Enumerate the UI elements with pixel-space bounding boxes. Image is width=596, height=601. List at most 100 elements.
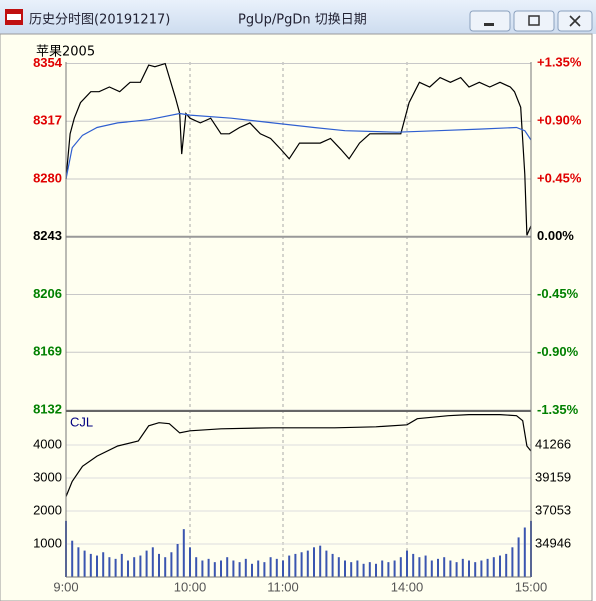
y2-tick-label: 39159 <box>535 469 571 484</box>
volume-bar <box>325 550 328 577</box>
line <box>65 112 532 180</box>
volume-bar <box>406 550 408 577</box>
volume-bar <box>182 529 185 577</box>
y-tick-label: 4000 <box>33 436 62 451</box>
volume-title: CJL <box>70 414 93 429</box>
volume-bar <box>455 562 458 577</box>
x-tick-label: 15:00 <box>515 579 548 594</box>
volume-bar <box>486 558 489 577</box>
volume-bar <box>139 555 142 577</box>
volume-bar <box>108 557 111 577</box>
volume-bar <box>213 562 216 577</box>
y2-tick-label: 34946 <box>535 535 571 550</box>
volume-bar <box>492 557 495 577</box>
y2-tick-label: -0.90% <box>537 344 579 359</box>
y2-tick-label: 0.00% <box>537 228 574 243</box>
y-tick-label: 2000 <box>33 502 62 517</box>
y-tick-label: 8280 <box>33 170 62 185</box>
volume-bar <box>523 527 526 577</box>
y2-tick-label: 37053 <box>535 502 571 517</box>
y-tick-label: 8317 <box>33 113 62 128</box>
y-tick-label: 3000 <box>33 469 62 484</box>
volume-bar <box>430 560 433 577</box>
volume-bar <box>120 553 123 577</box>
volume-bar <box>151 547 154 577</box>
volume-bar <box>89 553 92 577</box>
volume-bar <box>158 553 160 577</box>
volume-bar <box>114 558 117 577</box>
volume-bar <box>232 560 235 577</box>
y-tick-label: 8206 <box>33 286 62 301</box>
volume-bar <box>127 560 129 577</box>
volume-bar <box>244 558 247 577</box>
x-tick-label: 9:00 <box>53 579 78 594</box>
y2-tick-label: +0.45% <box>537 170 582 185</box>
volume-bar <box>133 557 136 577</box>
volume-bar <box>437 558 439 577</box>
volume-bar <box>83 550 86 577</box>
volume-bar <box>102 552 105 577</box>
x-tick-label: 14:00 <box>391 579 424 594</box>
volume-bar <box>257 560 260 577</box>
volume-bar <box>207 558 210 577</box>
volume-bar <box>399 557 402 577</box>
volume-bar <box>480 560 483 577</box>
volume-bar <box>96 555 98 577</box>
volume-bar <box>71 540 74 577</box>
volume-bar <box>468 560 470 577</box>
x-tick-label: 11:00 <box>267 579 299 594</box>
volume-bar <box>356 560 359 577</box>
volume-bar <box>201 560 204 577</box>
app-icon-band <box>7 14 21 20</box>
volume-bar <box>170 552 173 577</box>
volume-bar <box>424 555 427 577</box>
volume-bar <box>275 558 278 577</box>
volume-bar <box>319 545 322 577</box>
volume-bar <box>269 557 272 577</box>
line <box>65 414 532 497</box>
volume-bar <box>189 547 191 577</box>
volume-bar <box>499 555 501 577</box>
volume-bar <box>164 557 167 577</box>
y-tick-label: 1000 <box>33 535 62 550</box>
volume-bar <box>220 560 222 577</box>
window-hint: PgUp/PgDn 切换日期 <box>238 13 367 28</box>
volume-bar <box>306 550 309 577</box>
volume-bar <box>368 562 371 577</box>
volume-bar <box>238 562 241 577</box>
maximize-button[interactable] <box>513 10 555 32</box>
y2-tick-label: +1.35% <box>537 55 582 70</box>
volume-bar <box>418 557 421 577</box>
close-button[interactable] <box>557 10 593 32</box>
volume-bar <box>387 562 390 577</box>
minimize-button[interactable] <box>469 10 511 32</box>
volume-bar <box>375 563 377 577</box>
volume-bar <box>517 537 520 577</box>
volume-bar <box>474 562 477 577</box>
volume-bar <box>449 560 452 577</box>
volume-bar <box>511 547 514 577</box>
volume-bar <box>443 557 446 577</box>
volume-bar <box>145 550 148 577</box>
y2-tick-label: -0.45% <box>537 286 579 301</box>
volume-bar <box>263 562 266 577</box>
volume-bar <box>251 563 253 577</box>
volume-bar <box>313 547 315 577</box>
volume-bar <box>331 553 334 577</box>
instrument-name: 苹果2005 <box>36 45 95 60</box>
volume-bar <box>381 560 384 577</box>
volume-bar <box>294 553 297 577</box>
y2-tick-label: -1.35% <box>537 402 579 417</box>
volume-bar <box>344 560 346 577</box>
window-title: 历史分时图(20191217) <box>29 13 170 28</box>
volume-bar <box>300 552 303 577</box>
line <box>65 62 532 236</box>
y2-tick-label: 41266 <box>535 436 571 451</box>
volume-bar <box>350 562 353 577</box>
volume-bar <box>337 557 340 577</box>
volume-bar <box>505 553 508 577</box>
volume-bar <box>282 560 284 577</box>
y-tick-label: 8243 <box>33 228 62 243</box>
y-tick-label: 8354 <box>33 55 63 70</box>
